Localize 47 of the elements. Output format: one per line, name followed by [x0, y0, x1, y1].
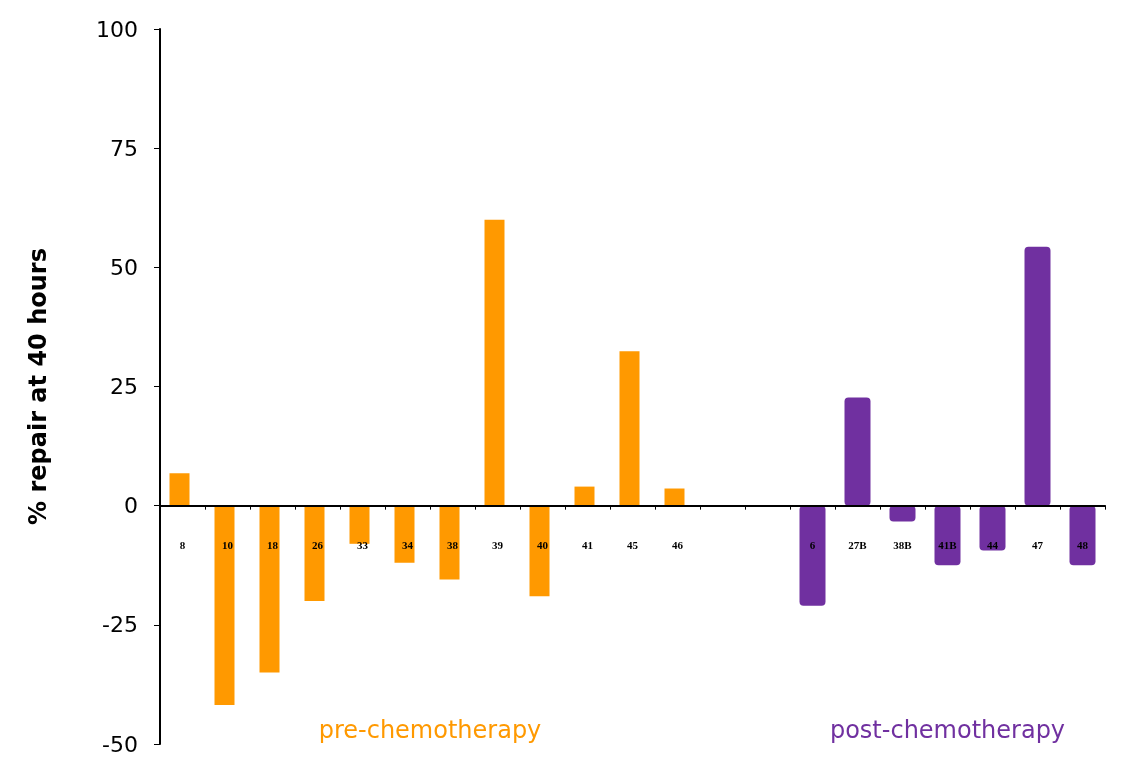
x-tick-label: 34	[402, 539, 414, 552]
bar	[799, 505, 826, 606]
bar	[619, 351, 640, 506]
bar	[304, 505, 325, 601]
x-tick-label: 38B	[893, 539, 913, 552]
x-tick-label: 26	[312, 539, 324, 552]
x-tick-label: 27B	[848, 539, 868, 552]
x-tick-label: 6	[809, 539, 816, 552]
bar	[934, 505, 961, 566]
bar	[484, 219, 505, 506]
bar	[169, 473, 190, 506]
bar	[214, 505, 235, 705]
bar	[664, 488, 685, 506]
bar	[1069, 505, 1096, 566]
x-tick-label: 10	[222, 539, 234, 552]
x-tick-label: 45	[627, 539, 639, 552]
bar	[979, 505, 1006, 551]
y-tick-label: -25	[102, 612, 138, 638]
x-tick-label: 41	[582, 539, 593, 552]
bar	[394, 505, 415, 563]
bar	[1024, 246, 1051, 506]
bar	[439, 505, 460, 580]
bar	[529, 505, 550, 597]
x-tick-label: 44	[987, 539, 999, 552]
bar	[574, 486, 595, 506]
y-tick-label: 25	[110, 374, 138, 399]
x-tick-label: 18	[267, 539, 279, 552]
x-tick-label: 39	[492, 539, 504, 552]
x-tick-label: 46	[672, 539, 684, 552]
x-tick-label: 47	[1032, 539, 1044, 552]
x-tick-label: 48	[1077, 539, 1089, 552]
x-tick-label: 38	[447, 539, 459, 552]
y-tick-label: 0	[124, 493, 138, 519]
bar	[844, 397, 871, 506]
text: pre-chemotherapy	[318, 716, 542, 744]
y-tick-label: 100	[96, 16, 138, 42]
x-tick-label: 41B	[938, 539, 958, 552]
y-tick-label: 50	[110, 254, 138, 280]
y-tick-label: -50	[102, 731, 138, 757]
y-tick-label: 75	[110, 135, 138, 161]
x-tick-label: 8	[179, 539, 186, 552]
bar	[259, 505, 280, 673]
bar	[349, 505, 370, 544]
y-axis-title: % repair at 40 hours	[24, 248, 52, 525]
bar	[889, 505, 916, 522]
text: post-chemotherapy	[829, 716, 1066, 744]
x-tick-label: 40	[537, 539, 549, 552]
